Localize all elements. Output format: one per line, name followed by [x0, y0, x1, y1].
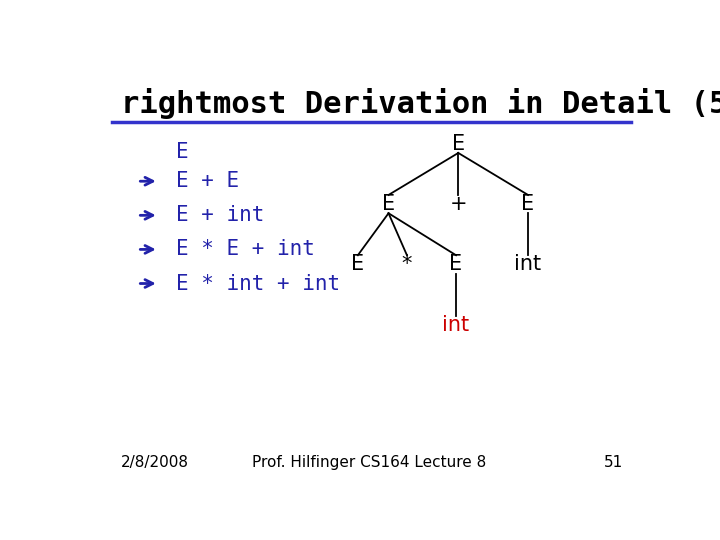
Text: +: + [449, 194, 467, 214]
Text: E: E [176, 142, 189, 162]
Text: E: E [449, 254, 463, 274]
Text: rightmost Derivation in Detail (5): rightmost Derivation in Detail (5) [121, 87, 720, 119]
Text: *: * [402, 254, 412, 274]
Text: E: E [351, 254, 364, 274]
Text: E: E [521, 194, 534, 214]
Text: 51: 51 [603, 455, 623, 470]
Text: E * E + int: E * E + int [176, 239, 315, 259]
Text: Prof. Hilfinger CS164 Lecture 8: Prof. Hilfinger CS164 Lecture 8 [252, 455, 486, 470]
Text: int: int [515, 254, 541, 274]
Text: 2/8/2008: 2/8/2008 [121, 455, 189, 470]
Text: E: E [451, 134, 465, 154]
Text: E: E [382, 194, 395, 214]
Text: E + E: E + E [176, 171, 240, 191]
Text: E + int: E + int [176, 205, 265, 225]
Text: int: int [443, 315, 469, 335]
Text: E * int + int: E * int + int [176, 274, 341, 294]
